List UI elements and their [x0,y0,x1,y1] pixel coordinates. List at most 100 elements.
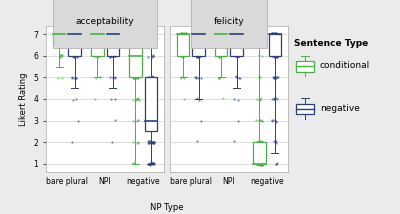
Point [183,32,189,36]
Point [178,55,185,58]
Point [271,76,277,79]
Point [150,76,157,79]
Point [179,32,186,36]
Point [73,97,79,100]
Point [179,33,186,36]
Point [59,32,65,36]
Point [92,33,98,36]
Point [59,76,65,80]
Point [178,33,185,37]
Point [73,33,79,37]
Bar [230,34,243,56]
Point [112,53,119,57]
Point [92,34,98,37]
Point [177,33,184,36]
Point [234,34,240,37]
Point [132,32,138,36]
Point [258,162,265,165]
Point [107,33,113,36]
Point [97,32,104,36]
Point [234,33,240,37]
Point [149,161,156,165]
Point [197,33,203,36]
Point [57,32,64,35]
Point [96,32,102,36]
Point [68,55,75,58]
Point [232,33,238,36]
Point [181,32,188,36]
Point [97,75,104,79]
Point [256,118,262,121]
Point [94,32,101,35]
Point [58,33,64,36]
Point [71,54,78,57]
Point [218,32,225,36]
Point [236,33,242,36]
Point [258,163,264,166]
Point [92,33,99,36]
Point [132,55,139,58]
Point [216,55,222,58]
Point [111,33,117,37]
Point [256,118,262,122]
Point [193,76,200,80]
Point [134,97,140,100]
Point [253,119,260,122]
Point [259,162,266,166]
Point [130,32,136,35]
Point [198,55,204,58]
Point [216,33,222,37]
Point [258,162,264,165]
Point [58,32,65,35]
Point [132,33,139,37]
Point [216,32,222,36]
Point [234,54,241,57]
Point [72,33,79,37]
Point [181,32,187,36]
Point [92,32,98,35]
Point [55,32,61,35]
Point [92,33,98,37]
Point [148,119,155,122]
Point [92,76,99,80]
Point [255,140,262,143]
Point [147,97,154,100]
Point [107,34,114,37]
Point [197,32,204,35]
Point [257,161,264,165]
Point [73,33,80,36]
Point [177,32,184,36]
Point [233,33,239,36]
Point [69,76,76,79]
Point [272,141,279,144]
Point [182,33,188,36]
Point [255,162,262,165]
Point [234,33,240,36]
Point [96,33,102,36]
Point [194,32,200,36]
Point [178,34,185,37]
Point [55,32,62,36]
Point [178,75,184,79]
Point [195,32,202,35]
Point [234,54,240,58]
Point [232,33,239,36]
Point [236,77,243,80]
Point [68,141,75,144]
Point [150,32,157,35]
Point [110,32,116,36]
Point [58,32,65,35]
Point [234,33,240,36]
Point [178,33,184,36]
Point [274,76,281,79]
Point [73,32,80,36]
Point [272,55,279,58]
Point [133,54,140,57]
Point [73,34,79,37]
Point [56,32,62,36]
Point [135,33,142,36]
Point [217,33,224,37]
Point [195,54,202,58]
Point [94,33,100,37]
Point [150,118,157,121]
